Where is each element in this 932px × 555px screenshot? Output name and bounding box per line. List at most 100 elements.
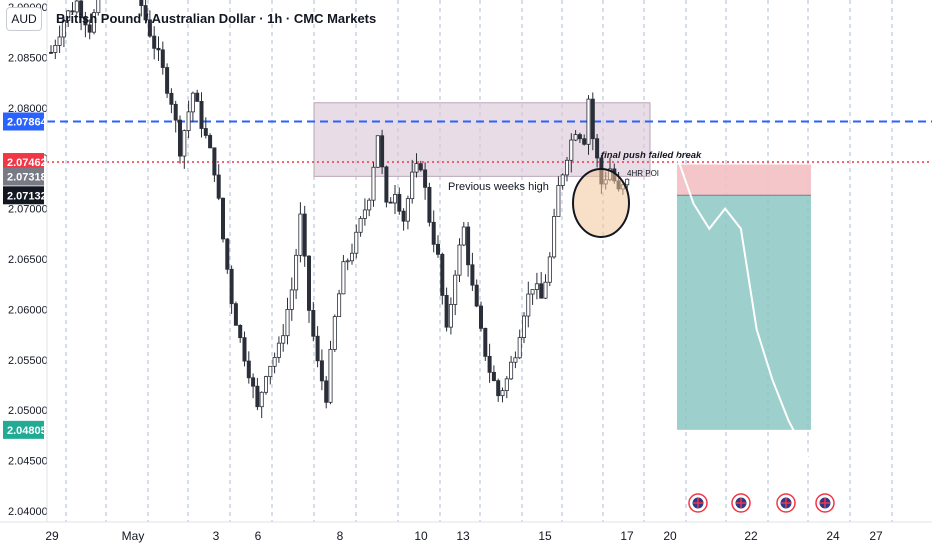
candle[interactable] bbox=[173, 103, 178, 121]
candle[interactable] bbox=[526, 293, 531, 317]
candle[interactable] bbox=[233, 303, 238, 326]
candle[interactable] bbox=[177, 119, 182, 157]
candle[interactable] bbox=[569, 139, 574, 161]
candle[interactable] bbox=[560, 174, 565, 186]
price-tag[interactable] bbox=[3, 153, 44, 172]
candle[interactable] bbox=[573, 134, 578, 141]
candle[interactable] bbox=[337, 293, 342, 318]
candle[interactable] bbox=[203, 128, 208, 136]
candle[interactable] bbox=[311, 309, 316, 337]
candle[interactable] bbox=[87, 24, 92, 33]
stop-loss-zone[interactable] bbox=[677, 164, 811, 196]
candle[interactable] bbox=[410, 171, 415, 200]
candle[interactable] bbox=[195, 92, 200, 102]
candle[interactable] bbox=[302, 213, 307, 257]
candle[interactable] bbox=[457, 244, 462, 276]
candle[interactable] bbox=[491, 371, 496, 382]
candle[interactable] bbox=[190, 92, 195, 113]
candle[interactable] bbox=[448, 304, 453, 328]
candle[interactable] bbox=[582, 138, 587, 145]
candle[interactable] bbox=[289, 289, 294, 310]
candle[interactable] bbox=[74, 0, 79, 13]
candle[interactable] bbox=[160, 49, 165, 68]
candle[interactable] bbox=[474, 284, 479, 307]
candle[interactable] bbox=[276, 342, 281, 358]
candle[interactable] bbox=[470, 264, 475, 286]
candle[interactable] bbox=[384, 166, 389, 203]
candle[interactable] bbox=[565, 159, 570, 176]
candle[interactable] bbox=[182, 130, 187, 157]
candle[interactable] bbox=[504, 378, 509, 392]
candle[interactable] bbox=[517, 337, 522, 359]
price-tag[interactable] bbox=[3, 420, 44, 439]
candle[interactable] bbox=[242, 337, 247, 362]
price-tag[interactable] bbox=[3, 167, 44, 186]
candle[interactable] bbox=[83, 17, 88, 26]
projection-path[interactable] bbox=[645, 155, 821, 487]
candle[interactable] bbox=[392, 194, 397, 204]
candle[interactable] bbox=[414, 163, 419, 173]
candle[interactable] bbox=[423, 169, 428, 188]
candle[interactable] bbox=[328, 348, 333, 403]
candle[interactable] bbox=[440, 253, 445, 296]
candle[interactable] bbox=[487, 355, 492, 373]
candle[interactable] bbox=[547, 256, 552, 283]
take-profit-zone[interactable] bbox=[677, 195, 811, 430]
candle[interactable] bbox=[362, 209, 367, 219]
candle[interactable] bbox=[380, 135, 385, 168]
candle[interactable] bbox=[345, 260, 350, 263]
candle[interactable] bbox=[57, 36, 62, 46]
candle[interactable] bbox=[143, 5, 148, 21]
candle[interactable] bbox=[332, 316, 337, 350]
candle[interactable] bbox=[625, 178, 630, 186]
poi-circle[interactable] bbox=[572, 168, 630, 238]
candle[interactable] bbox=[354, 231, 359, 254]
candle[interactable] bbox=[225, 238, 230, 270]
candle[interactable] bbox=[444, 295, 449, 328]
candle[interactable] bbox=[367, 199, 372, 211]
candle[interactable] bbox=[586, 98, 591, 145]
candle[interactable] bbox=[539, 283, 544, 299]
candle[interactable] bbox=[298, 213, 303, 256]
candle[interactable] bbox=[169, 92, 174, 105]
candle[interactable] bbox=[513, 357, 518, 363]
candle[interactable] bbox=[66, 10, 71, 21]
candle[interactable] bbox=[281, 335, 286, 344]
candle[interactable] bbox=[208, 135, 213, 149]
candle[interactable] bbox=[509, 361, 514, 380]
candle[interactable] bbox=[461, 226, 466, 246]
candle[interactable] bbox=[556, 185, 561, 217]
candle[interactable] bbox=[466, 226, 471, 266]
candle[interactable] bbox=[522, 315, 527, 338]
candle[interactable] bbox=[405, 198, 410, 222]
candle[interactable] bbox=[53, 45, 58, 53]
candle[interactable] bbox=[79, 0, 84, 19]
candle[interactable] bbox=[259, 391, 264, 408]
candle[interactable] bbox=[246, 360, 251, 379]
candle[interactable] bbox=[577, 134, 582, 140]
candle[interactable] bbox=[186, 111, 191, 131]
candle[interactable] bbox=[263, 376, 268, 393]
candle[interactable] bbox=[92, 12, 97, 33]
candle[interactable] bbox=[49, 51, 54, 54]
candle[interactable] bbox=[431, 221, 436, 245]
candle[interactable] bbox=[251, 377, 256, 387]
candle[interactable] bbox=[543, 281, 548, 299]
candle[interactable] bbox=[397, 194, 402, 212]
candle[interactable] bbox=[435, 243, 440, 255]
candle[interactable] bbox=[229, 268, 234, 305]
candle[interactable] bbox=[595, 138, 600, 159]
candle[interactable] bbox=[324, 380, 329, 403]
candle[interactable] bbox=[285, 309, 290, 337]
candle[interactable] bbox=[147, 19, 152, 37]
candle[interactable] bbox=[61, 20, 66, 38]
candle[interactable] bbox=[483, 327, 488, 357]
candle[interactable] bbox=[388, 201, 393, 204]
candle[interactable] bbox=[238, 324, 243, 339]
candle[interactable] bbox=[418, 163, 423, 171]
candle[interactable] bbox=[268, 365, 273, 378]
price-tag[interactable] bbox=[3, 112, 44, 131]
candle[interactable] bbox=[500, 390, 505, 397]
candle[interactable] bbox=[96, 0, 101, 14]
